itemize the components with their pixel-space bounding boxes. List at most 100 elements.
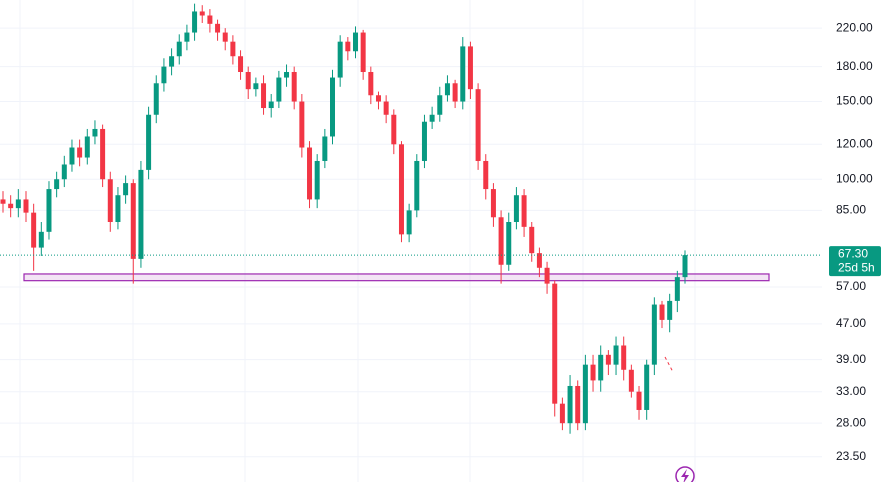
candle xyxy=(46,181,52,240)
candle-body xyxy=(169,56,175,67)
candle xyxy=(169,48,175,76)
candle-body xyxy=(69,147,75,165)
countdown-label: 25d 5h xyxy=(838,260,875,274)
candle-body xyxy=(398,144,404,235)
candle xyxy=(230,35,236,65)
candle xyxy=(215,19,221,41)
candle-body xyxy=(621,345,627,370)
candle xyxy=(337,35,343,87)
candle-body xyxy=(107,179,113,223)
candle xyxy=(674,270,680,313)
candle xyxy=(192,3,198,41)
candle xyxy=(682,250,688,284)
candle-body xyxy=(307,147,313,200)
y-tick-label: 23.50 xyxy=(836,449,866,463)
candle-body xyxy=(467,46,473,90)
candle xyxy=(429,106,435,129)
candle-body xyxy=(437,95,443,115)
candle xyxy=(307,141,313,209)
alert-bolt[interactable] xyxy=(681,469,689,482)
candle-body xyxy=(598,354,604,381)
drawn-line xyxy=(664,356,674,373)
candle xyxy=(253,77,259,97)
alert-icon[interactable] xyxy=(675,466,695,482)
candle-body xyxy=(567,385,573,424)
candle xyxy=(460,37,466,110)
candle-body xyxy=(199,11,205,16)
candle xyxy=(644,359,650,420)
candle-body xyxy=(421,121,427,161)
candle xyxy=(100,124,106,188)
candle-body xyxy=(92,128,98,137)
candle-body xyxy=(345,41,351,52)
candle xyxy=(146,106,152,180)
candle-body xyxy=(391,114,397,145)
candle-body xyxy=(651,304,657,365)
candle-body xyxy=(590,364,596,381)
candle-body xyxy=(222,32,228,42)
candle-body xyxy=(360,32,366,72)
candle xyxy=(536,247,542,278)
candle-body xyxy=(314,160,320,200)
candle-body xyxy=(536,253,542,268)
y-tick-label: 100.00 xyxy=(836,171,873,185)
y-tick-label: 220.00 xyxy=(836,20,873,34)
candle-body xyxy=(176,41,182,57)
candle xyxy=(31,203,37,271)
candle-body xyxy=(337,41,343,78)
candle xyxy=(513,187,519,230)
candle-body xyxy=(636,391,642,410)
candle-body xyxy=(352,32,358,52)
candle-body xyxy=(406,210,412,235)
candle-body xyxy=(521,195,527,227)
candle xyxy=(238,50,244,80)
candle xyxy=(92,120,98,145)
candle xyxy=(261,75,267,115)
candle xyxy=(590,354,596,392)
candle-body xyxy=(268,101,274,109)
candle xyxy=(0,191,6,213)
candle xyxy=(598,345,604,392)
candle xyxy=(567,375,573,434)
candle xyxy=(222,28,228,51)
candle-body xyxy=(644,364,650,410)
candle-body xyxy=(582,364,588,424)
candle-body xyxy=(659,304,665,320)
candle-body xyxy=(138,169,144,259)
candle-body xyxy=(682,255,688,278)
candle xyxy=(398,141,404,243)
candle-body xyxy=(146,114,152,170)
candle-body xyxy=(322,136,328,161)
candle xyxy=(421,114,427,169)
candle-body xyxy=(674,277,680,301)
candle xyxy=(467,41,473,99)
candle-body xyxy=(15,199,21,209)
candle-body xyxy=(613,345,619,365)
candle-body xyxy=(31,212,37,248)
candle xyxy=(299,94,305,158)
candle xyxy=(506,212,512,271)
candle-body xyxy=(192,11,198,33)
candle xyxy=(375,91,381,110)
y-tick-label: 85.00 xyxy=(836,203,866,217)
candle xyxy=(322,128,328,169)
candle-body xyxy=(529,226,535,254)
candle-body xyxy=(575,385,581,424)
candle-body xyxy=(161,66,167,84)
candle xyxy=(69,139,75,172)
candle xyxy=(8,195,14,218)
candle xyxy=(268,94,274,118)
candle-body xyxy=(506,222,512,265)
candle xyxy=(475,83,481,170)
candle xyxy=(437,86,443,122)
candle-body xyxy=(61,164,67,180)
candle-body xyxy=(184,32,190,42)
candle xyxy=(383,95,389,124)
candle xyxy=(452,79,458,109)
candle xyxy=(490,183,496,227)
candle-body xyxy=(46,189,52,232)
candle xyxy=(575,380,581,431)
y-tick-label: 180.00 xyxy=(836,59,873,73)
candle xyxy=(54,171,60,198)
